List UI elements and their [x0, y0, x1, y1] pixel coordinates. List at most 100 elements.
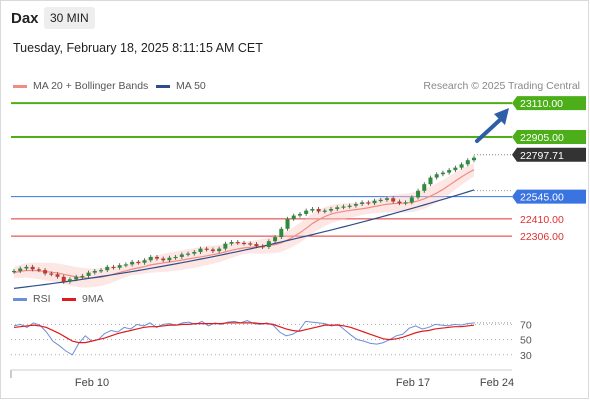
candle — [49, 271, 54, 277]
candle-body — [453, 167, 458, 171]
candle-body — [397, 201, 402, 204]
candle-body — [210, 249, 215, 252]
candle — [447, 168, 452, 175]
candle — [161, 256, 166, 263]
legend-ma20-label: MA 20 + Bollinger Bands — [33, 80, 149, 92]
candle-body — [86, 272, 91, 276]
candle-body — [111, 266, 116, 269]
candle-body — [310, 208, 315, 211]
level-tag-23110.00 — [512, 96, 586, 111]
candle — [329, 206, 334, 213]
level-label-23110.00: 23110.00 — [520, 98, 563, 110]
candle-body — [459, 164, 464, 168]
candle-body — [223, 243, 228, 249]
timeframe-button[interactable]: 30 MIN — [44, 7, 95, 29]
ma20-swatch — [13, 84, 27, 88]
candle — [254, 242, 259, 249]
candle-body — [30, 266, 35, 270]
rsi-level-label-30: 30 — [520, 350, 532, 362]
candle — [179, 252, 184, 259]
candle — [335, 205, 340, 211]
projection-arrow-head — [494, 108, 509, 125]
candle-body — [366, 202, 371, 204]
candle-body — [322, 210, 327, 212]
candle-body — [80, 275, 85, 278]
candle — [12, 269, 16, 274]
candle — [322, 208, 327, 214]
legend-ma50-label: MA 50 — [176, 80, 206, 92]
candle-body — [217, 248, 222, 252]
candle-body — [428, 177, 433, 185]
candle-body — [186, 253, 191, 255]
candle — [366, 200, 371, 206]
candle-body — [304, 210, 309, 214]
candle-body — [266, 241, 271, 248]
candle — [341, 204, 346, 210]
candle — [61, 274, 66, 284]
candle — [24, 264, 29, 271]
research-credit: Research © 2025 Trading Central — [423, 80, 580, 92]
candle-body — [173, 256, 178, 259]
ma20-line — [13, 169, 475, 279]
candle — [130, 259, 135, 267]
candle-body — [123, 264, 128, 266]
candle-body — [49, 273, 54, 275]
candle-body — [198, 248, 203, 252]
legend-ma50: MA 50 — [156, 80, 206, 92]
candle-body — [440, 172, 445, 175]
candle-body — [341, 206, 346, 208]
candle — [372, 198, 377, 206]
candle — [36, 267, 41, 273]
level-label-22410.00: 22410.00 — [520, 214, 564, 226]
candle — [378, 197, 383, 203]
candle — [397, 199, 402, 206]
candle — [310, 206, 315, 213]
candle — [67, 277, 72, 284]
candle-body — [161, 258, 166, 261]
candle-body — [179, 254, 184, 257]
candle — [92, 269, 97, 275]
legend-rsi: RSI — [13, 293, 51, 305]
candle-body — [55, 274, 60, 277]
rsi-ma-line — [13, 322, 475, 344]
candle — [316, 206, 321, 214]
timestamp-label: Tuesday, February 18, 2025 8:11:15 AM CE… — [13, 41, 263, 55]
candle-body — [43, 270, 48, 274]
candle — [304, 208, 309, 216]
candle-body — [260, 246, 265, 248]
candle-body — [242, 242, 246, 245]
candle — [198, 246, 203, 254]
candle — [55, 272, 60, 279]
candle — [422, 182, 427, 193]
candle — [465, 158, 470, 167]
candle-body — [92, 270, 97, 273]
candle — [80, 273, 85, 279]
candle-body — [347, 205, 352, 207]
candle — [142, 258, 147, 265]
projection-arrow-shaft — [475, 116, 504, 143]
candle — [248, 241, 253, 247]
level-tag-22545.00 — [512, 189, 586, 204]
candle-body — [291, 215, 296, 219]
candle-body — [36, 269, 41, 271]
candle — [167, 255, 172, 263]
candle-body — [117, 265, 122, 268]
candle — [472, 155, 476, 163]
candle — [235, 240, 240, 245]
candle — [223, 241, 228, 251]
ma50-swatch — [156, 84, 170, 88]
candle — [111, 264, 116, 270]
legend-rsi-ma-label: 9MA — [82, 293, 104, 305]
candle — [416, 188, 421, 200]
candle-body — [403, 202, 408, 204]
candle-body — [24, 266, 29, 269]
candle-body — [409, 197, 414, 203]
candle-body — [12, 270, 16, 273]
candle-body — [204, 248, 209, 250]
candle — [279, 226, 284, 240]
candle — [453, 165, 458, 173]
candle — [440, 170, 445, 177]
legend-ma20: MA 20 + Bollinger Bands — [13, 80, 148, 92]
candle-body — [67, 279, 72, 282]
candle — [74, 274, 79, 282]
